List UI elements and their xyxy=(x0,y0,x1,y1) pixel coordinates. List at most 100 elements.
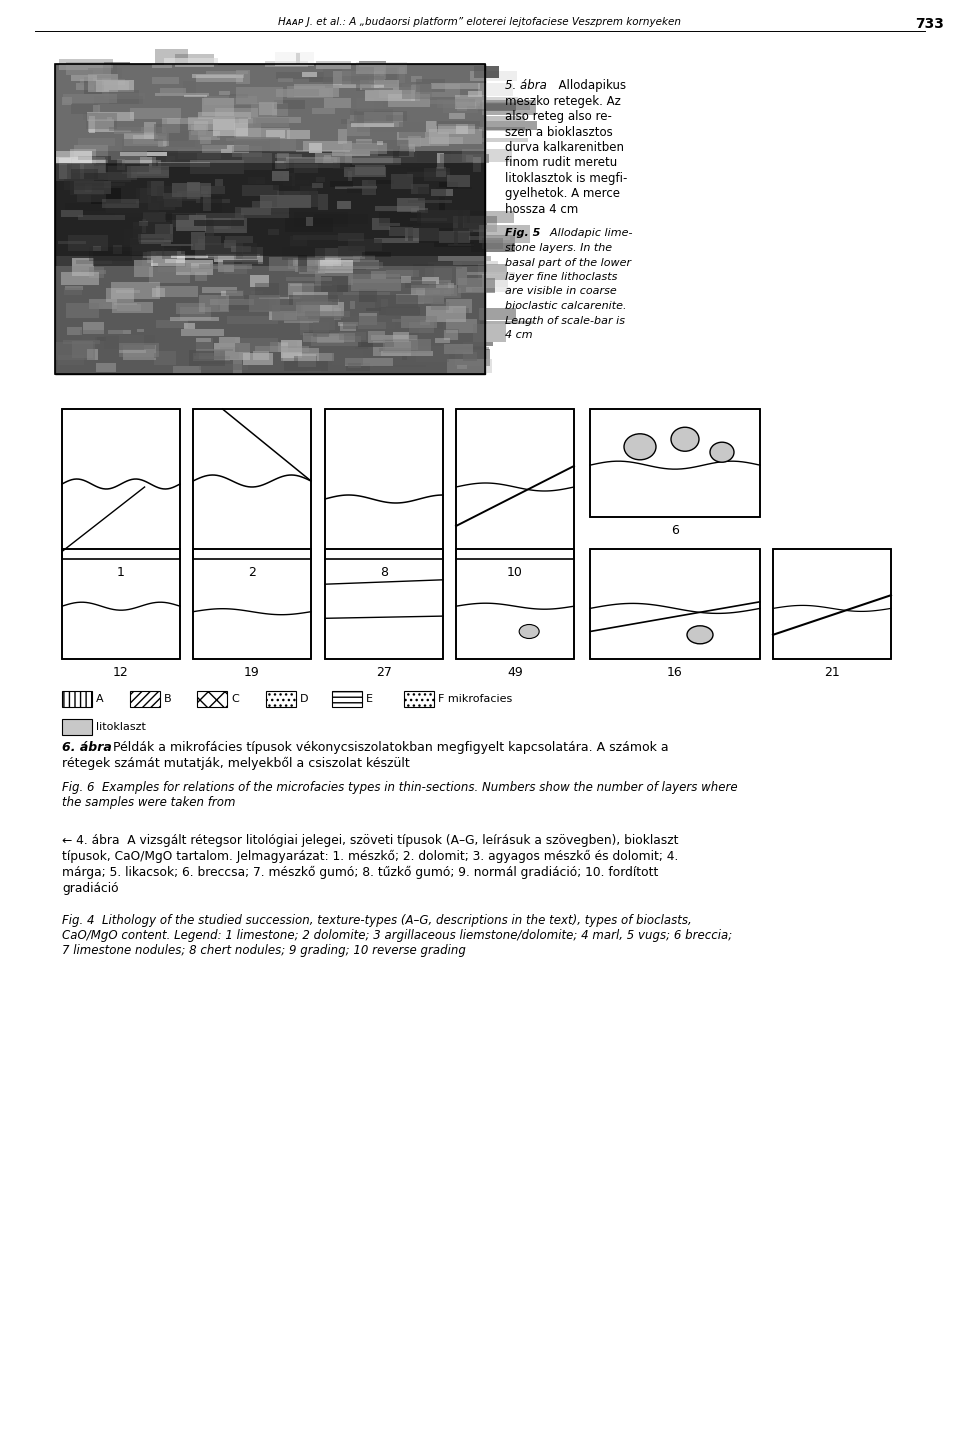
Text: stone layers. In the: stone layers. In the xyxy=(505,243,612,254)
Bar xyxy=(109,90,139,104)
Text: C: C xyxy=(231,694,239,704)
Bar xyxy=(276,191,318,207)
Bar xyxy=(466,155,472,162)
Bar xyxy=(325,617,443,659)
Bar xyxy=(455,96,487,109)
Bar xyxy=(325,582,443,617)
Bar xyxy=(171,255,207,258)
Bar xyxy=(119,351,147,354)
Bar xyxy=(202,287,237,293)
Bar xyxy=(189,161,244,174)
Bar xyxy=(431,188,453,196)
Bar xyxy=(250,296,280,313)
Bar xyxy=(429,129,482,145)
Bar xyxy=(59,158,71,165)
Bar xyxy=(142,219,146,233)
Bar xyxy=(117,304,141,312)
Bar xyxy=(215,109,257,116)
Bar xyxy=(270,312,297,320)
Bar xyxy=(294,258,341,265)
Bar xyxy=(409,322,434,333)
Bar xyxy=(362,88,393,90)
Bar xyxy=(355,99,383,109)
Bar xyxy=(273,171,289,181)
Bar xyxy=(130,238,163,255)
Bar xyxy=(290,264,344,267)
Bar xyxy=(74,181,110,194)
Bar xyxy=(318,259,353,272)
Bar xyxy=(231,146,262,156)
Bar xyxy=(191,232,205,249)
Bar xyxy=(773,549,891,659)
Bar xyxy=(88,267,104,278)
Bar xyxy=(67,164,81,181)
Bar xyxy=(213,217,231,229)
Bar xyxy=(590,409,760,517)
Bar xyxy=(446,300,472,313)
Bar xyxy=(198,112,252,119)
Text: gradiáció: gradiáció xyxy=(62,882,119,895)
Bar xyxy=(464,216,485,230)
Bar xyxy=(219,112,238,120)
Bar xyxy=(479,225,530,243)
Bar xyxy=(416,346,449,362)
Bar xyxy=(411,209,428,213)
Bar xyxy=(102,199,139,209)
Bar xyxy=(224,265,247,274)
Bar xyxy=(302,281,337,298)
Bar xyxy=(396,132,449,146)
Text: CaO/MgO content. Legend: 1 limestone; 2 dolomite; 3 argillaceous liemstone/dolom: CaO/MgO content. Legend: 1 limestone; 2 … xyxy=(62,929,732,942)
Text: 4 cm: 4 cm xyxy=(505,330,533,341)
Bar xyxy=(347,364,370,371)
Text: 6. ábra: 6. ábra xyxy=(62,740,111,753)
Bar xyxy=(248,117,301,123)
Bar xyxy=(325,409,443,496)
Bar xyxy=(196,339,211,342)
Bar xyxy=(412,84,460,97)
Text: hossza 4 cm: hossza 4 cm xyxy=(505,203,578,216)
Bar xyxy=(469,236,510,241)
Bar xyxy=(187,181,201,199)
Bar xyxy=(444,101,477,113)
Bar xyxy=(388,94,430,107)
Bar xyxy=(266,130,285,138)
Bar xyxy=(373,365,426,367)
Bar xyxy=(154,351,177,365)
Bar xyxy=(289,294,338,306)
Bar xyxy=(438,123,475,133)
Text: 5. ábra: 5. ábra xyxy=(505,80,547,91)
Bar xyxy=(286,130,310,139)
Bar xyxy=(420,227,468,243)
Bar xyxy=(466,287,510,291)
Bar xyxy=(180,307,211,320)
Text: 8: 8 xyxy=(380,567,388,580)
Bar xyxy=(109,128,158,132)
Bar xyxy=(349,274,400,284)
Bar xyxy=(411,217,446,220)
Bar xyxy=(60,59,112,70)
Bar xyxy=(228,316,277,325)
Bar xyxy=(400,143,415,152)
Bar xyxy=(220,336,240,343)
Bar xyxy=(106,288,134,303)
Text: rétegek számát mutatják, melyekből a csiszolat készült: rétegek számát mutatják, melyekből a csi… xyxy=(62,756,410,771)
Bar xyxy=(193,409,311,559)
Bar xyxy=(447,175,470,187)
Bar xyxy=(197,338,213,355)
Bar xyxy=(392,319,425,322)
Bar xyxy=(398,122,425,139)
Bar xyxy=(218,255,233,272)
Text: 1: 1 xyxy=(117,567,125,580)
Bar xyxy=(181,245,232,254)
Bar xyxy=(422,285,433,303)
Bar xyxy=(178,191,208,201)
Text: bioclastic calcarenite.: bioclastic calcarenite. xyxy=(505,301,627,312)
Bar xyxy=(271,139,296,152)
Bar xyxy=(348,362,361,368)
Bar xyxy=(426,306,467,322)
Bar xyxy=(445,348,489,349)
Bar xyxy=(65,285,84,290)
Bar xyxy=(332,691,362,707)
Bar xyxy=(162,117,180,133)
Bar xyxy=(223,259,258,265)
